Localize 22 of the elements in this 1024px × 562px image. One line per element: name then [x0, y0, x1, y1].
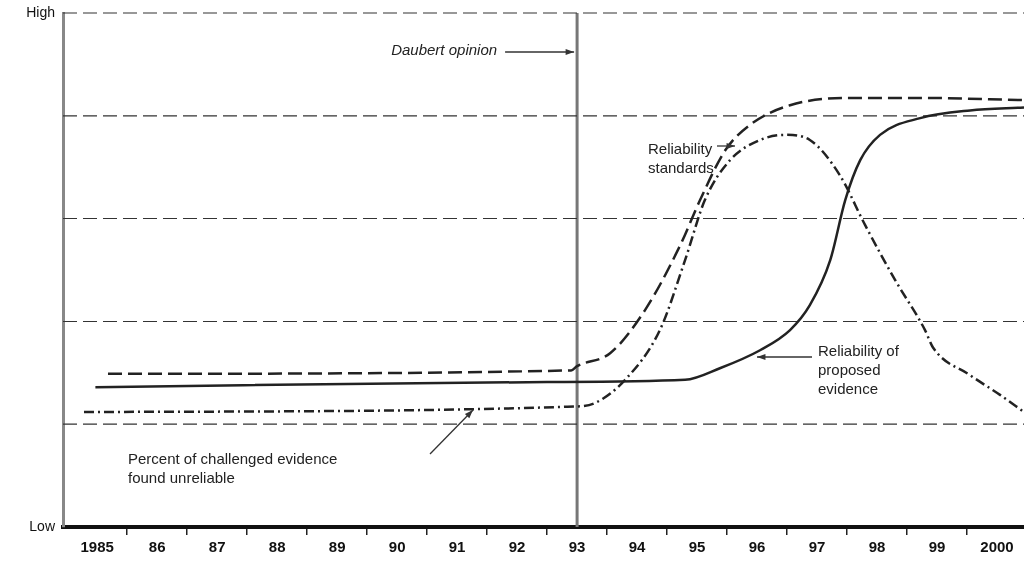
x-tick-label: 87	[208, 538, 226, 556]
x-tick-label: 97	[808, 538, 826, 556]
x-tick-label: 1985	[80, 538, 114, 556]
x-tick-label: 99	[928, 538, 946, 556]
x-tick-label: 98	[868, 538, 886, 556]
x-tick-label: 91	[448, 538, 466, 556]
x-tick-label: 94	[628, 538, 647, 556]
series-label: Reliability of proposed evidence	[818, 342, 900, 398]
text: Low	[29, 517, 56, 534]
x-tick-label: 95	[688, 538, 706, 556]
series-label: Reliability standards	[648, 140, 714, 177]
x-tick-label: 88	[268, 538, 286, 556]
text: Percent of challenged evidence found unreliable	[128, 450, 338, 487]
ref-line-label: Daubert opinion	[391, 41, 498, 59]
x-tick-label: 90	[388, 538, 406, 556]
x-tick-label: 93	[568, 538, 586, 556]
x-tick-label: 86	[148, 538, 166, 556]
x-tick-label: 89	[328, 538, 346, 556]
x-tick-label: 92	[508, 538, 526, 556]
x-tick-label: 2000	[980, 538, 1014, 556]
x-tick-label: 96	[748, 538, 766, 556]
text: High	[26, 3, 55, 20]
